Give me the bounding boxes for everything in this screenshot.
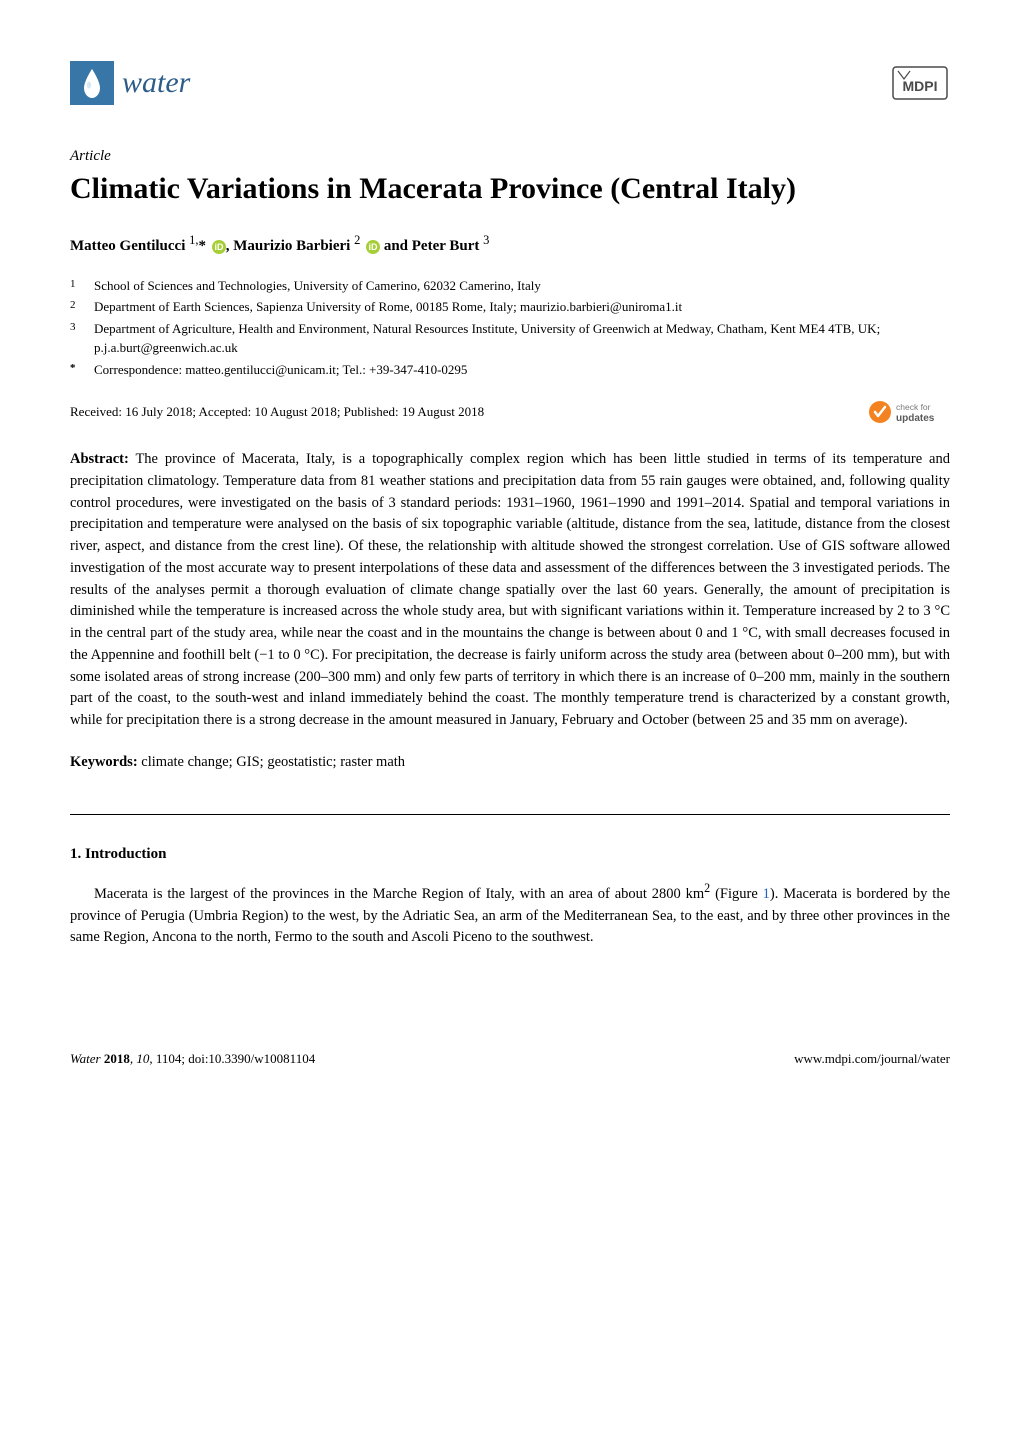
affil-num: 2: [70, 297, 80, 317]
affil-num: 1: [70, 276, 80, 296]
water-drop-icon: [70, 61, 114, 105]
affiliation-row: 2 Department of Earth Sciences, Sapienza…: [70, 297, 950, 317]
affiliation-row: 1 School of Sciences and Technologies, U…: [70, 276, 950, 296]
footer-left: Water 2018, 10, 1104; doi:10.3390/w10081…: [70, 1049, 315, 1069]
corresponding-star: *: [199, 238, 207, 254]
footer-year: 2018: [104, 1051, 130, 1066]
affil-num: *: [70, 360, 80, 380]
orcid-icon[interactable]: iD: [366, 240, 380, 254]
affiliations: 1 School of Sciences and Technologies, U…: [70, 276, 950, 380]
affiliation-row: * Correspondence: matteo.gentilucci@unic…: [70, 360, 950, 380]
keywords-text: climate change; GIS; geostatistic; raste…: [138, 754, 405, 770]
dates-row: Received: 16 July 2018; Accepted: 10 Aug…: [70, 397, 950, 427]
intro-paragraph: Macerata is the largest of the provinces…: [70, 879, 950, 949]
author-2-sup: 2: [354, 233, 360, 247]
mdpi-logo-icon: MDPI: [890, 61, 950, 105]
author-3-sup: 3: [483, 233, 489, 247]
orcid-icon[interactable]: iD: [212, 240, 226, 254]
svg-text:check for: check for: [896, 402, 931, 412]
section-heading: 1. Introduction: [70, 843, 950, 866]
affiliation-row: 3 Department of Agriculture, Health and …: [70, 319, 950, 358]
dates-text: Received: 16 July 2018; Accepted: 10 Aug…: [70, 402, 484, 422]
keywords: Keywords: climate change; GIS; geostatis…: [70, 752, 950, 774]
footer: Water 2018, 10, 1104; doi:10.3390/w10081…: [70, 1049, 950, 1069]
abstract-text: The province of Macerata, Italy, is a to…: [70, 451, 950, 728]
svg-text:iD: iD: [214, 242, 224, 252]
abstract-label: Abstract:: [70, 451, 129, 467]
affil-text: Department of Earth Sciences, Sapienza U…: [94, 297, 950, 317]
keywords-label: Keywords:: [70, 754, 138, 770]
svg-text:MDPI: MDPI: [903, 78, 938, 94]
author-1: Matteo Gentilucci: [70, 238, 185, 254]
journal-logo: water: [70, 60, 190, 105]
header: water MDPI: [70, 60, 950, 105]
figure-ref-link[interactable]: 1: [763, 886, 770, 902]
author-3: Peter Burt: [412, 238, 480, 254]
para-text: (Figure: [710, 886, 762, 902]
footer-issue: , 10: [130, 1051, 150, 1066]
svg-text:iD: iD: [369, 242, 379, 252]
check-updates-icon[interactable]: check for updates: [868, 397, 950, 427]
article-type: Article: [70, 145, 950, 168]
footer-url[interactable]: www.mdpi.com/journal/water: [794, 1049, 950, 1069]
affil-text: Department of Agriculture, Health and En…: [94, 319, 950, 358]
svg-text:updates: updates: [896, 413, 935, 424]
affil-num: 3: [70, 319, 80, 358]
authors: Matteo Gentilucci 1,* iD, Maurizio Barbi…: [70, 231, 950, 258]
affil-text: School of Sciences and Technologies, Uni…: [94, 276, 950, 296]
para-text: Macerata is the largest of the provinces…: [94, 886, 704, 902]
article-title: Climatic Variations in Macerata Province…: [70, 170, 950, 208]
divider: [70, 814, 950, 815]
affil-text: Correspondence: matteo.gentilucci@unicam…: [94, 360, 950, 380]
author-and: and: [380, 238, 412, 254]
abstract: Abstract: The province of Macerata, Ital…: [70, 449, 950, 732]
journal-name: water: [122, 60, 190, 105]
footer-doi: , 1104; doi:10.3390/w10081104: [149, 1051, 315, 1066]
footer-journal: Water: [70, 1051, 104, 1066]
author-2: Maurizio Barbieri: [233, 238, 350, 254]
author-1-sup: 1,: [189, 233, 198, 247]
